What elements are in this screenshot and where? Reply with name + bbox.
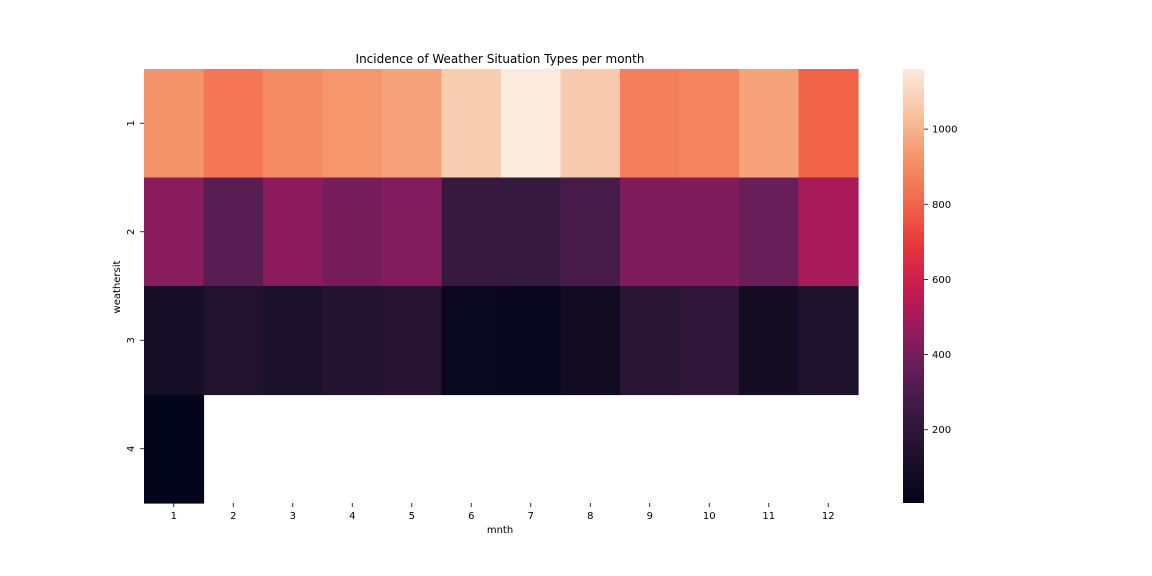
y-tick-label: 3: [126, 337, 137, 343]
heatmap-cell: [441, 286, 502, 396]
heatmap-cell: [382, 69, 443, 179]
colorbar-ticks: 200 400 600 800 1000: [924, 125, 957, 436]
x-tick-label: 1: [171, 511, 177, 522]
heatmap-cell: [798, 286, 859, 396]
heatmap-cell: [382, 177, 443, 287]
heatmap-cell: [203, 286, 264, 396]
heatmap-cell: [144, 286, 205, 396]
heatmap-cell: [263, 177, 324, 287]
x-axis-label: mnth: [487, 525, 513, 536]
heatmap-cell: [144, 69, 205, 179]
heatmap-cell: [679, 286, 740, 396]
x-tick-label: 5: [409, 511, 415, 522]
x-tick-label: 7: [528, 511, 534, 522]
heatmap-cell: [441, 177, 502, 287]
x-tick-label: 12: [822, 511, 835, 522]
heatmap-cell: [798, 69, 859, 179]
heatmap-cell: [739, 286, 800, 396]
colorbar-tick-label: 1000: [932, 125, 957, 136]
heatmap-cell: [144, 177, 205, 287]
colorbar-tick-label: 600: [932, 275, 951, 286]
x-tick-label: 11: [762, 511, 775, 522]
heatmap-cell: [441, 69, 502, 179]
x-tick-label: 8: [587, 511, 593, 522]
heatmap-cell: [382, 286, 443, 396]
heatmap-cell: [679, 177, 740, 287]
heatmap-cell: [798, 177, 859, 287]
y-tick-label: 2: [126, 229, 137, 235]
x-tick-label: 2: [230, 511, 236, 522]
y-tick-label: 4: [126, 446, 137, 452]
colorbar-tick-label: 400: [932, 350, 951, 361]
x-axis-ticks: 1 2 3 4 5 6 7 8 9 10 11 12: [171, 503, 835, 522]
heatmap-cell: [322, 69, 383, 179]
x-tick-label: 9: [647, 511, 653, 522]
x-tick-label: 4: [349, 511, 355, 522]
y-axis-label: weathersit: [112, 260, 123, 313]
heatmap-cell: [144, 394, 205, 504]
heatmap-cell: [203, 69, 264, 179]
heatmap-cell: [620, 286, 681, 396]
heatmap-cell: [739, 177, 800, 287]
chart-title: Incidence of Weather Situation Types per…: [356, 52, 645, 66]
colorbar-tick-label: 200: [932, 425, 951, 436]
heatmap-cell: [263, 69, 324, 179]
y-tick-label: 1: [126, 120, 137, 126]
colorbar: [903, 69, 924, 503]
heatmap-cell: [501, 69, 562, 179]
heatmap-cell: [501, 177, 562, 287]
colorbar-tick-label: 800: [932, 200, 951, 211]
heatmap-cell: [322, 177, 383, 287]
y-axis-ticks: 1 2 3 4: [126, 120, 144, 452]
heatmap-cell: [679, 69, 740, 179]
heatmap-cell: [560, 177, 621, 287]
heatmap-cell: [560, 286, 621, 396]
x-tick-label: 10: [703, 511, 716, 522]
heatmap-cell: [322, 286, 383, 396]
heatmap-cell: [620, 69, 681, 179]
x-tick-label: 6: [468, 511, 474, 522]
heatmap-cells: [144, 69, 859, 504]
heatmap-cell: [203, 177, 264, 287]
heatmap-cell: [560, 69, 621, 179]
heatmap-cell: [620, 177, 681, 287]
x-tick-label: 3: [290, 511, 296, 522]
heatmap-cell: [501, 286, 562, 396]
heatmap-cell: [739, 69, 800, 179]
heatmap-cell: [263, 286, 324, 396]
